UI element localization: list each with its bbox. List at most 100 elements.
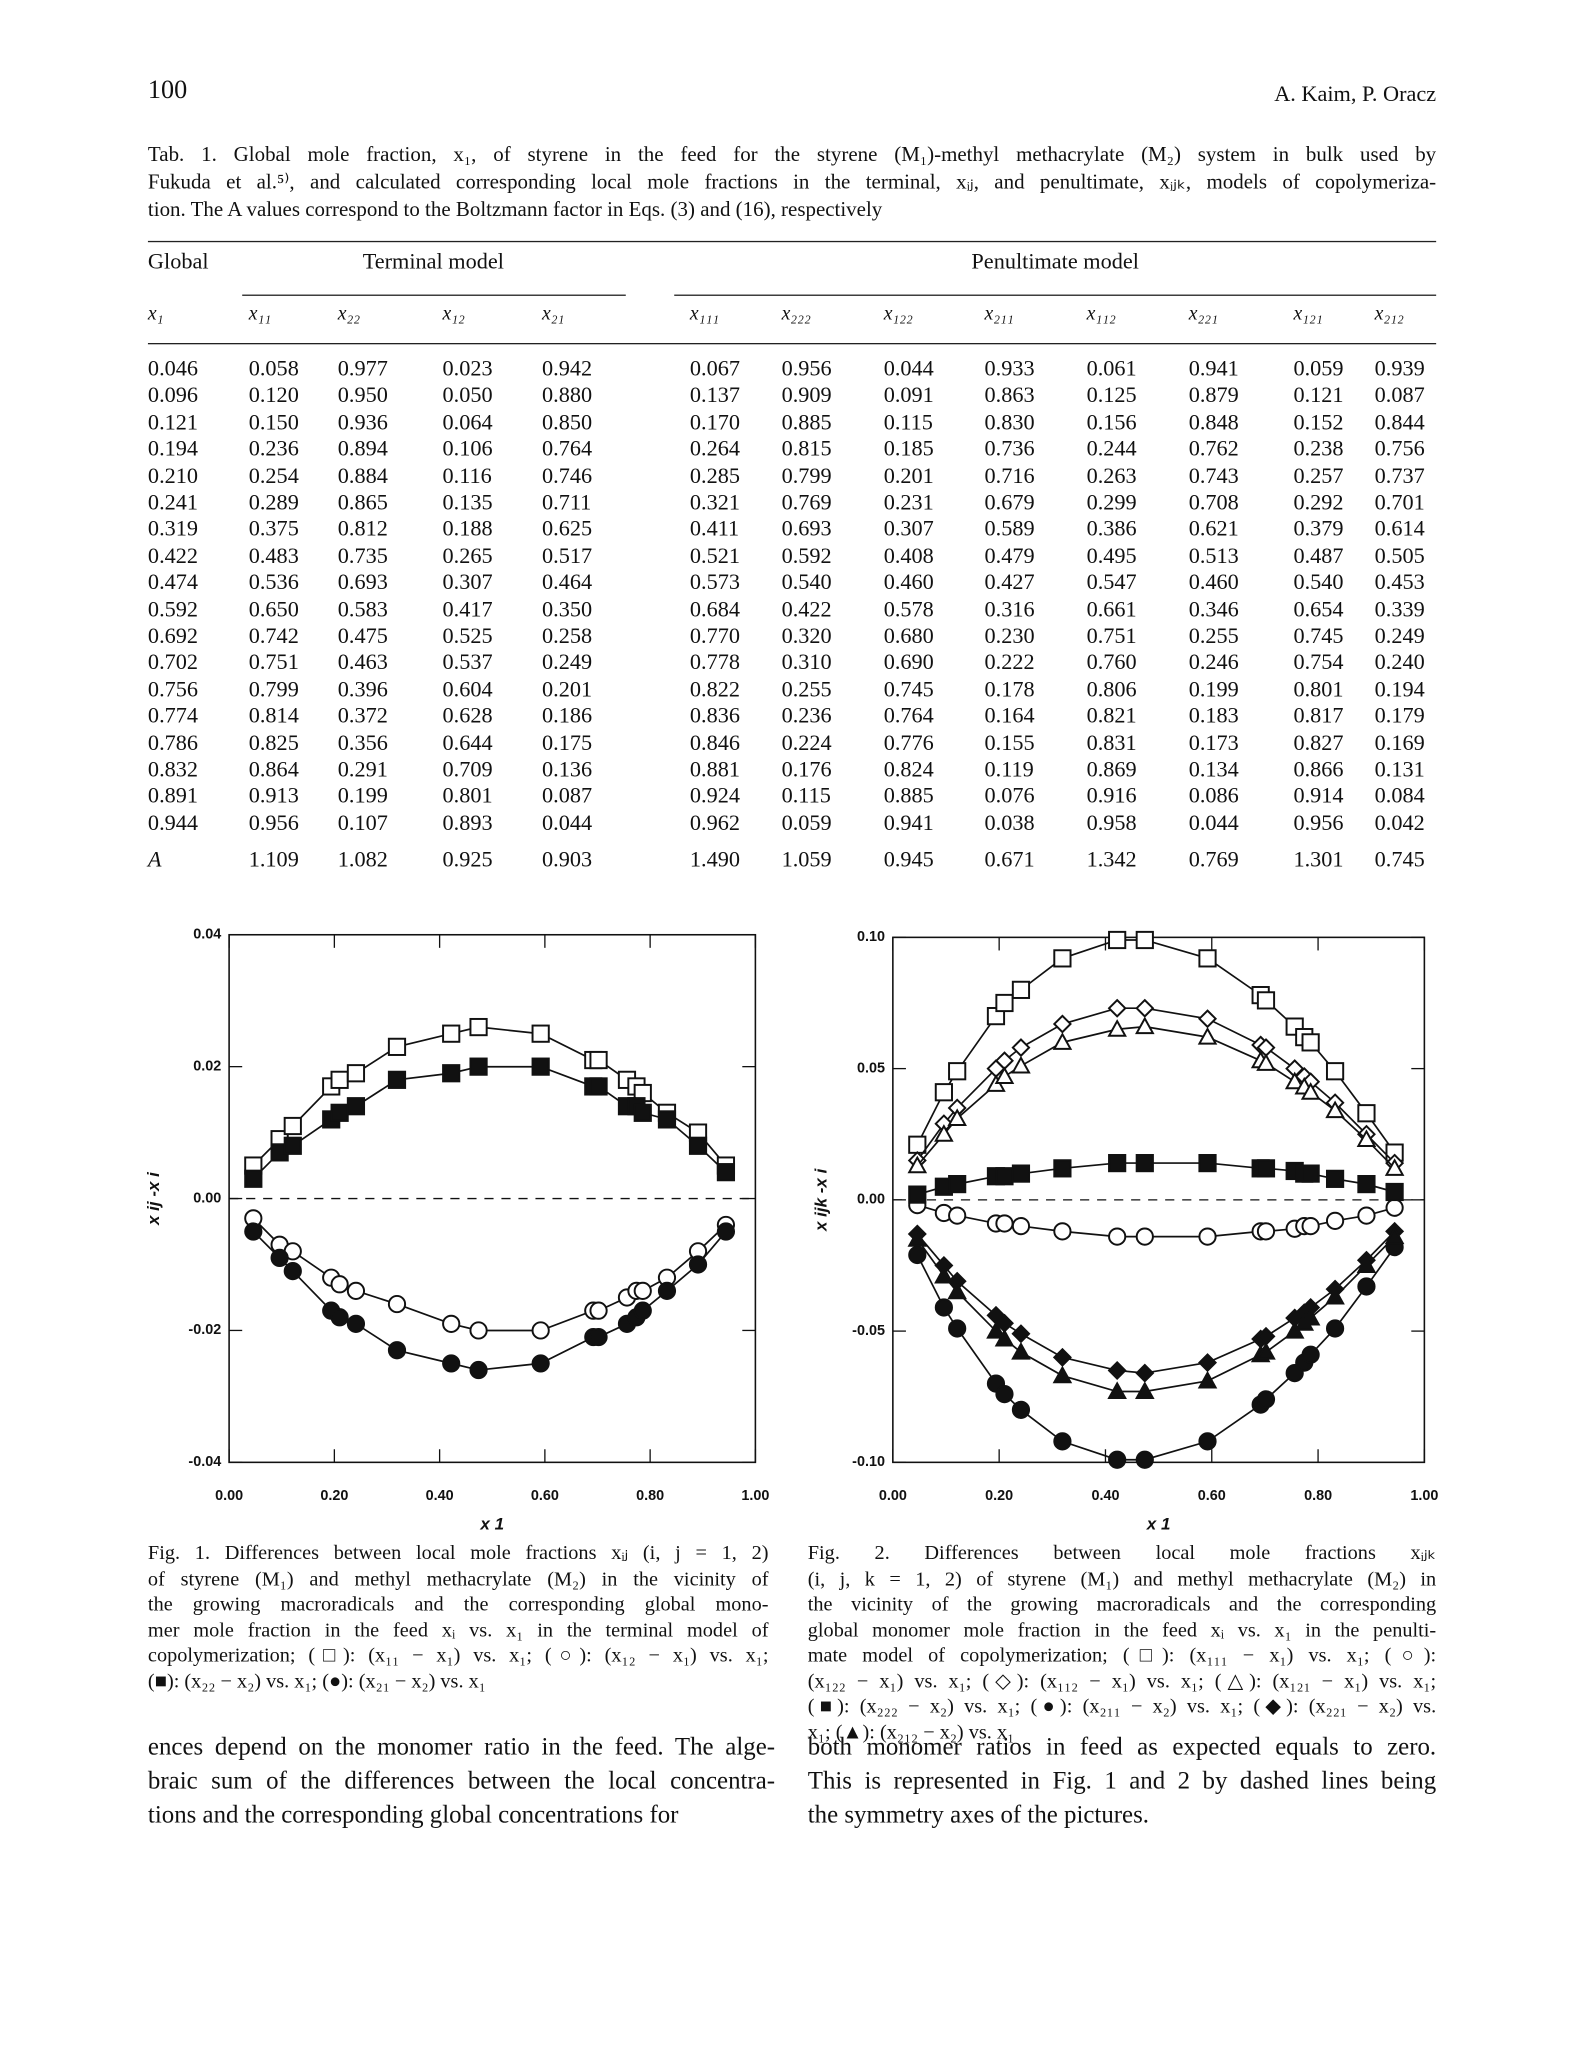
table-cell: 0.933 [984, 356, 1035, 381]
table-cell: 0.884 [337, 462, 388, 488]
y-tick-label: 0.10 [857, 929, 885, 945]
marker [1325, 1100, 1345, 1119]
table-cell: 1.342 [1086, 847, 1137, 872]
y-tick-label: 0.00 [193, 1190, 221, 1206]
marker [1385, 1182, 1404, 1202]
figure-caption-line: (i, j, k = 1, 2) of styrene (M₁) and met… [807, 1567, 1437, 1590]
marker [907, 1155, 928, 1174]
table-cell: 0.848 [1188, 409, 1239, 435]
marker [1011, 1055, 1031, 1074]
y-axis-label: x ijk -x i [812, 1167, 831, 1232]
table-cell: 0.059 [1293, 356, 1344, 381]
marker [1384, 1226, 1405, 1245]
x-tick-label: 0.80 [1304, 1488, 1332, 1504]
table-cell: 0.806 [1086, 676, 1137, 702]
table-cell: 0.702 [147, 649, 199, 675]
table-cell: 0.650 [248, 596, 299, 622]
table-cell: 1.301 [1293, 847, 1344, 872]
table-cell: 0.236 [248, 436, 299, 462]
table-cell: 0.307 [442, 569, 493, 595]
table-cell: 0.372 [337, 703, 388, 729]
table-cell: 0.573 [689, 569, 741, 595]
table-cell: 0.521 [689, 543, 741, 568]
table-cell: 0.936 [337, 409, 388, 435]
table-cell: 0.693 [337, 569, 388, 595]
table-cell: 0.375 [248, 516, 299, 542]
fit-curve [252, 1026, 727, 1167]
table-cell: 1.082 [337, 847, 388, 872]
marker [1385, 1198, 1404, 1217]
marker [1284, 1071, 1305, 1090]
table-cell: 0.464 [541, 569, 593, 595]
table-cell: 0.417 [442, 596, 493, 622]
marker [1325, 1319, 1345, 1338]
marker [994, 1066, 1015, 1084]
marker [1053, 1222, 1072, 1241]
figure-caption-line: Fig. 1. Differences between local mole f… [147, 1542, 769, 1565]
table-cell: 0.185 [883, 436, 934, 462]
table-cell: 0.350 [541, 596, 593, 622]
marker [1052, 1032, 1073, 1050]
marker [1356, 1129, 1377, 1147]
y-tick-label: -0.10 [852, 1454, 885, 1470]
table-cell: 0.863 [984, 382, 1035, 408]
column-header: x₁₂₂ [883, 303, 913, 325]
x-tick-label: 1.00 [741, 1488, 769, 1504]
table-cell: 0.175 [541, 729, 593, 755]
table-cell: 0.422 [781, 596, 832, 622]
table-cell: 0.846 [689, 729, 741, 755]
table-cell: 0.850 [541, 409, 593, 435]
marker [1325, 1286, 1345, 1305]
table-cell: 0.827 [1293, 729, 1344, 755]
marker [244, 1169, 263, 1188]
marker [1256, 1341, 1276, 1360]
table-cell: 0.537 [442, 649, 493, 675]
table-cell: 0.321 [689, 489, 741, 515]
table-caption-block: Tab. 1. Global mole fraction, x₁, of sty… [148, 141, 1436, 223]
table-cell: 0.231 [883, 489, 934, 515]
marker [1135, 1450, 1154, 1469]
marker [589, 1327, 608, 1347]
marker [1357, 1206, 1376, 1225]
table-cell: 0.913 [248, 783, 299, 809]
marker [469, 1057, 488, 1076]
table-cell: 0.319 [147, 516, 199, 542]
marker [387, 1294, 407, 1314]
table-cell: 0.812 [337, 516, 388, 542]
table-rule [147, 343, 1437, 345]
table-cell: 0.711 [541, 489, 592, 515]
table-cell: 0.916 [1086, 783, 1137, 809]
table-cell: 0.844 [1374, 409, 1425, 435]
table-cell: 0.131 [1374, 756, 1425, 782]
marker [531, 1057, 550, 1076]
table-cell: 0.064 [442, 409, 493, 435]
table-cell: 0.463 [337, 649, 388, 675]
table-cell: 0.680 [883, 623, 934, 649]
table-cell: 0.474 [147, 569, 199, 595]
table-cell: 0.505 [1374, 543, 1425, 568]
table-caption-line: Fukuda et al.⁵⁾, and calculated correspo… [147, 171, 1437, 194]
table-cell: 0.135 [442, 489, 493, 515]
marker [531, 1321, 550, 1340]
table-cell: 0.299 [1086, 489, 1137, 515]
marker [1198, 1432, 1217, 1451]
table-cell: 0.684 [689, 596, 741, 622]
marker [1011, 1341, 1031, 1360]
table-cell: 0.769 [781, 489, 832, 515]
x-tick-label: 1.00 [1410, 1488, 1438, 1504]
marker [1357, 1175, 1376, 1194]
table-cell: 0.254 [248, 462, 299, 488]
marker [387, 1037, 407, 1056]
marker [346, 1314, 366, 1333]
table-cell: 0.822 [689, 676, 741, 702]
table-cell: 0.628 [442, 703, 493, 729]
marker [387, 1341, 407, 1360]
table-cell: 0.540 [1293, 569, 1344, 595]
table-cell: 0.891 [147, 783, 199, 809]
column-header: x₁₂ [442, 303, 465, 325]
x-axis-label: x 1 [1146, 1515, 1171, 1534]
table-cell: 0.460 [1188, 569, 1239, 595]
table-cell: 0.536 [248, 569, 299, 595]
figure-caption-line: the vicinity of the growing macroradical… [807, 1593, 1437, 1616]
table-cell: 0.821 [1086, 703, 1137, 729]
